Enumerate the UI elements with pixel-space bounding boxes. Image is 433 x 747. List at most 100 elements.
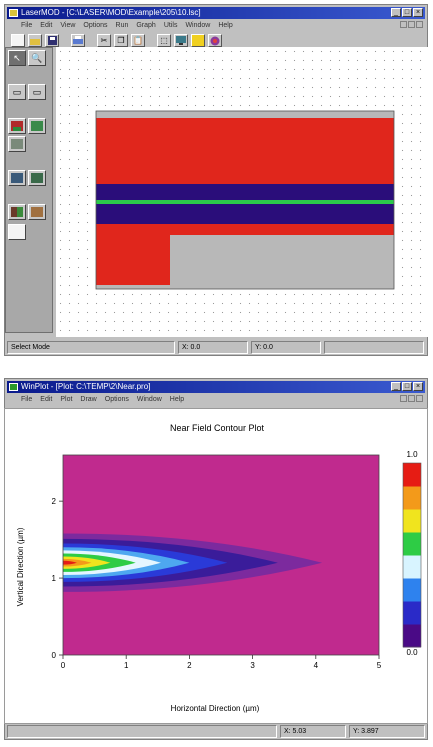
ridge-left[interactable] xyxy=(96,235,170,285)
colorbar-frame xyxy=(402,462,422,648)
x-tick-label-4: 4 xyxy=(314,661,319,670)
mdi-restore-button[interactable] xyxy=(408,21,415,28)
menu-edit[interactable]: Edit xyxy=(40,22,53,29)
globe-icon[interactable] xyxy=(208,34,222,47)
menu-window[interactable]: Window xyxy=(185,22,211,29)
menu-run[interactable]: Run xyxy=(115,22,129,29)
x-tick-label-1: 1 xyxy=(124,661,129,670)
layer-active-well[interactable] xyxy=(96,200,394,204)
grating-icon[interactable] xyxy=(8,204,26,220)
save-icon[interactable] xyxy=(45,34,59,47)
x-tick-label-2: 2 xyxy=(187,661,192,670)
plot-frame xyxy=(62,454,380,656)
layer-barrier-lower[interactable] xyxy=(96,204,394,224)
lasermod-window: LaserMOD - [C:\LASER\MOD\Example\205\10.… xyxy=(4,4,428,356)
menu-file[interactable]: File xyxy=(21,22,33,29)
winplot-menu-draw[interactable]: Draw xyxy=(80,396,97,403)
open-folder-icon[interactable] xyxy=(28,34,42,47)
menu-bar: File Edit View Options Run Graph Utils W… xyxy=(7,20,425,31)
near-field-chart: Near Field Contour Plot 0 1 2 3 4 5 0 1 2 Horizo… xyxy=(16,423,422,713)
winplot-status-y: Y: 3.897 xyxy=(349,725,425,738)
x-axis-label: Horizontal Direction (µm) xyxy=(171,704,260,713)
y-axis-label: Vertical Direction (µm) xyxy=(16,527,25,606)
y-tick-label-2: 2 xyxy=(52,497,57,506)
maximize-button[interactable]: □ xyxy=(402,8,412,17)
menu-utils[interactable]: Utils xyxy=(163,22,178,29)
new-file-icon[interactable] xyxy=(11,34,25,47)
tool-panel: ↖ 🔍 ▭ ▭ xyxy=(5,47,53,333)
status-extra xyxy=(324,341,424,354)
contour-band-8 xyxy=(63,560,77,565)
winplot-mdi-restore-button[interactable] xyxy=(408,395,415,402)
run-icon[interactable] xyxy=(191,34,205,47)
menu-graph[interactable]: Graph xyxy=(136,22,156,29)
window-title: LaserMOD - [C:\LASER\MOD\Example\205\10.… xyxy=(21,8,201,17)
layer-substrate-edge xyxy=(96,285,394,289)
winplot-close-button[interactable]: × xyxy=(413,382,423,391)
structure-canvas[interactable] xyxy=(56,47,428,337)
region-edit-icon[interactable] xyxy=(28,118,46,134)
colorbar-segment-2 xyxy=(403,578,421,602)
chart-title: Near Field Contour Plot xyxy=(170,423,265,433)
layer-down-icon[interactable]: ▭ xyxy=(28,84,46,100)
layer-cladding-top[interactable] xyxy=(96,118,394,184)
x-tick-label-5: 5 xyxy=(377,661,382,670)
y-tick-label-1: 1 xyxy=(52,574,57,583)
layer-structure xyxy=(95,110,395,290)
colorbar-segment-6 xyxy=(403,486,421,510)
monitor-icon[interactable] xyxy=(174,34,188,47)
lasermod-titlebar[interactable]: LaserMOD - [C:\LASER\MOD\Example\205\10.… xyxy=(7,7,425,19)
winplot-status-blank xyxy=(7,725,277,738)
winplot-titlebar[interactable]: WinPlot - [Plot: C:\TEMP\2\Near.pro] _ □… xyxy=(7,381,425,393)
winplot-menu-help[interactable]: Help xyxy=(169,396,185,403)
layer-top-gray[interactable] xyxy=(96,111,394,118)
menu-options[interactable]: Options xyxy=(83,22,108,29)
winplot-menu-plot[interactable]: Plot xyxy=(60,396,73,403)
contact-icon[interactable] xyxy=(28,204,46,220)
material-icon[interactable] xyxy=(8,136,26,152)
winplot-statusbar: X: 5.03 Y: 3.897 xyxy=(7,725,425,738)
winplot-menu-bar: File Edit Plot Draw Options Window Help xyxy=(7,394,425,405)
layer-cladding-bottom[interactable] xyxy=(96,224,394,235)
plot-area[interactable]: Near Field Contour Plot 0 1 2 3 4 5 0 1 2 Horizo… xyxy=(4,408,428,724)
minimize-button[interactable]: _ xyxy=(391,8,401,17)
pointer-icon[interactable]: ↖ xyxy=(8,50,26,66)
x-tick-label-0: 0 xyxy=(61,661,66,670)
winplot-app-icon xyxy=(9,383,18,391)
lasermod-statusbar: Select Mode X: 0.0 Y: 0.0 xyxy=(7,341,425,354)
colorbar-segment-3 xyxy=(403,555,421,579)
toolbar: ✂ ❐ 📋 ⬚ xyxy=(7,32,425,49)
winplot-menu-options[interactable]: Options xyxy=(104,396,129,403)
cut-icon[interactable]: ✂ xyxy=(97,34,111,47)
layer-up-icon[interactable]: ▭ xyxy=(8,84,26,100)
winplot-mdi-close-button[interactable] xyxy=(416,395,423,402)
mesh-icon[interactable] xyxy=(8,170,26,186)
paste-icon[interactable]: 📋 xyxy=(131,34,145,47)
winplot-status-x: X: 5.03 xyxy=(280,725,346,738)
region-add-icon[interactable] xyxy=(8,118,26,134)
page-icon[interactable] xyxy=(8,224,26,240)
menu-view[interactable]: View xyxy=(60,22,76,29)
close-button[interactable]: × xyxy=(413,8,423,17)
winplot-maximize-button[interactable]: □ xyxy=(402,382,412,391)
status-x: X: 0.0 xyxy=(178,341,248,354)
winplot-minimize-button[interactable]: _ xyxy=(391,382,401,391)
print-icon[interactable] xyxy=(71,34,85,47)
winplot-menu-file[interactable]: File xyxy=(21,396,33,403)
mdi-minimize-button[interactable] xyxy=(400,21,407,28)
layer-barrier-upper[interactable] xyxy=(96,184,394,200)
mdi-close-button[interactable] xyxy=(416,21,423,28)
layer-substrate[interactable] xyxy=(170,235,394,285)
select-icon[interactable]: ⬚ xyxy=(157,34,171,47)
colorbar-segment-7 xyxy=(403,463,421,487)
winplot-menu-window[interactable]: Window xyxy=(136,396,162,403)
zoom-icon[interactable]: 🔍 xyxy=(28,50,46,66)
x-tick-label-3: 3 xyxy=(250,661,255,670)
menu-help[interactable]: Help xyxy=(218,22,233,29)
winplot-mdi-minimize-button[interactable] xyxy=(400,395,407,402)
electrode-icon[interactable] xyxy=(28,170,46,186)
colorbar-min-label: 0.0 xyxy=(406,648,418,657)
colorbar-segment-4 xyxy=(403,532,421,556)
copy-icon[interactable]: ❐ xyxy=(114,34,128,47)
winplot-menu-edit[interactable]: Edit xyxy=(40,396,53,403)
